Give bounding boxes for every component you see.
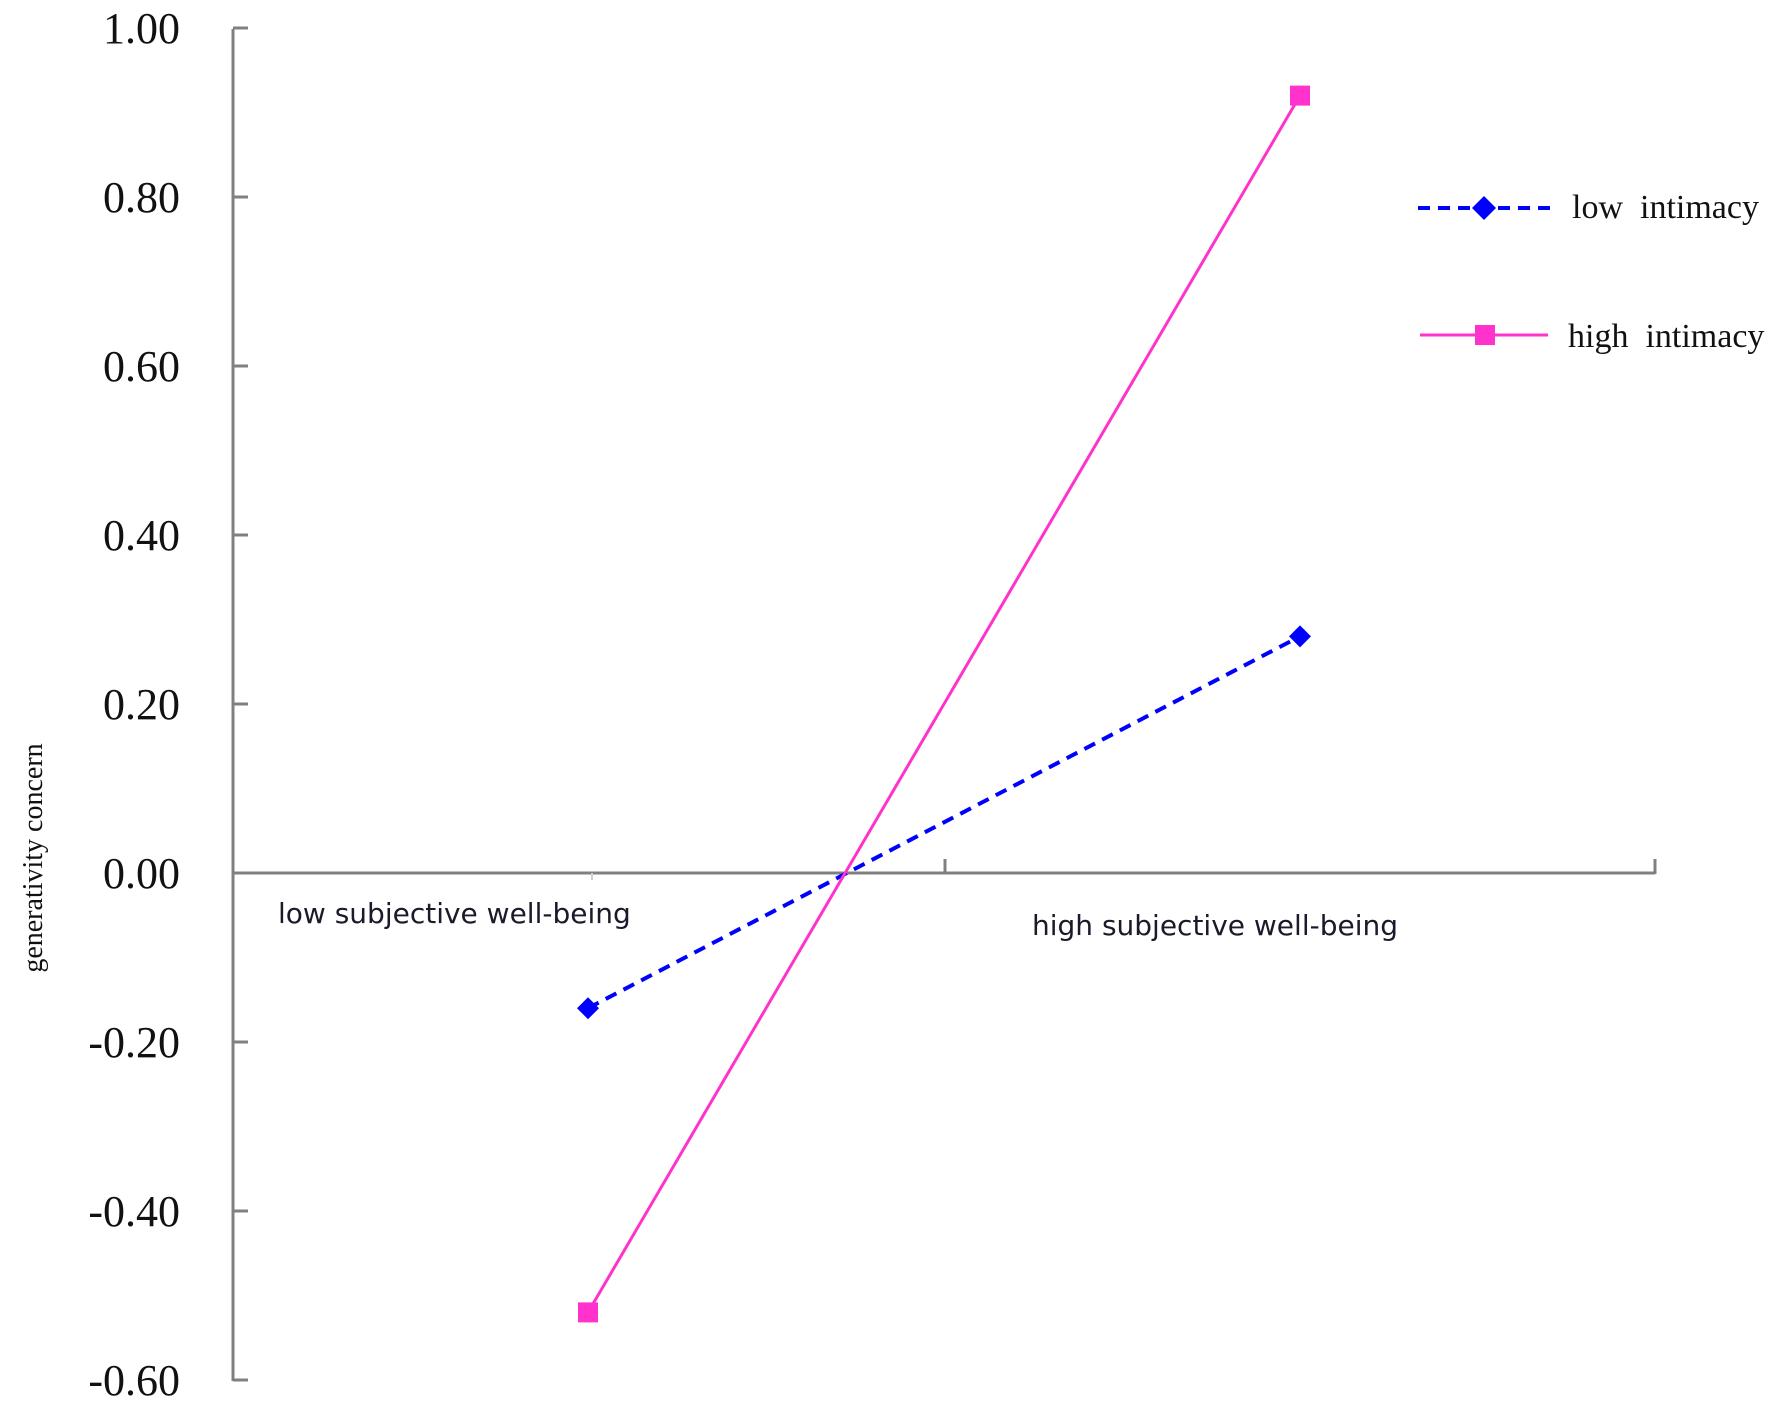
series-layer (577, 85, 1311, 1323)
legend-item-low-intimacy: low intimacy (1418, 189, 1759, 226)
y-tick-label: 0.60 (103, 342, 180, 391)
y-tick-label: 1.00 (103, 4, 180, 53)
diamond-marker-icon (1472, 196, 1496, 220)
square-marker-icon (1290, 85, 1310, 106)
y-tick-label: 0.40 (103, 511, 180, 560)
square-marker-icon (1475, 325, 1495, 345)
legend: low intimacy high intimacy (1418, 189, 1764, 355)
legend-item-high-intimacy: high intimacy (1420, 318, 1764, 355)
y-tick-label: 0.00 (103, 849, 180, 898)
legend-label-high-intimacy: high intimacy (1568, 318, 1764, 355)
legend-label-low-intimacy: low intimacy (1572, 189, 1759, 226)
series-line (587, 634, 1301, 1010)
series-low-intimacy (577, 625, 1311, 1020)
diamond-marker-icon (1289, 625, 1311, 648)
y-tick-label: -0.20 (88, 1018, 180, 1067)
y-axis: 1.00 0.80 0.60 0.40 0.20 0.00 -0.20 -0.40 -0.60 (88, 4, 248, 1405)
y-tick-label: 0.80 (103, 173, 180, 222)
series-line (586, 94, 1302, 1314)
y-axis-label: generativity concern (18, 743, 49, 972)
square-marker-icon (578, 1302, 598, 1323)
y-tick-label: -0.40 (88, 1187, 180, 1236)
category-label-low: low subjective well-being (278, 897, 631, 930)
diamond-marker-icon (577, 997, 599, 1020)
y-tick-label: -0.60 (88, 1356, 180, 1405)
category-label-high: high subjective well-being (1032, 909, 1398, 942)
series-high-intimacy (578, 85, 1310, 1323)
x-axis (233, 859, 1657, 880)
y-tick-label: 0.20 (103, 680, 180, 729)
